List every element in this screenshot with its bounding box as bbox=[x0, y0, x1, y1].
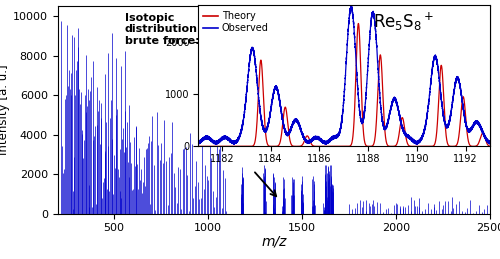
Theory bbox=[499, 145, 500, 148]
Theory bbox=[305, 135, 311, 138]
Theory bbox=[388, 145, 394, 148]
Line: Theory: Theory bbox=[198, 24, 500, 146]
Observed bbox=[210, 139, 216, 142]
Observed bbox=[388, 105, 394, 108]
Observed bbox=[305, 141, 311, 144]
Observed bbox=[194, 141, 200, 144]
Observed bbox=[375, 65, 381, 68]
Theory bbox=[356, 22, 362, 25]
Theory bbox=[194, 145, 200, 148]
Y-axis label: Intensity [a. u.]: Intensity [a. u.] bbox=[0, 65, 10, 155]
Observed bbox=[420, 133, 426, 136]
Theory bbox=[436, 79, 442, 82]
Theory bbox=[375, 90, 381, 93]
Theory bbox=[210, 145, 216, 148]
Theory bbox=[420, 145, 426, 148]
Observed bbox=[348, 4, 354, 7]
Text: Re$_5$S$_8$$^+$: Re$_5$S$_8$$^+$ bbox=[373, 11, 434, 33]
Legend: Theory, Observed: Theory, Observed bbox=[200, 7, 272, 37]
Observed bbox=[195, 143, 201, 146]
Text: Isotopic
distribution
brute force:: Isotopic distribution brute force: bbox=[124, 13, 199, 46]
X-axis label: m/z: m/z bbox=[261, 235, 286, 249]
Observed bbox=[436, 84, 442, 87]
Observed bbox=[499, 139, 500, 142]
Text: • Ion not in PubChem
• No library spectra: • Ion not in PubChem • No library spectr… bbox=[317, 114, 428, 136]
Line: Observed: Observed bbox=[198, 6, 500, 144]
